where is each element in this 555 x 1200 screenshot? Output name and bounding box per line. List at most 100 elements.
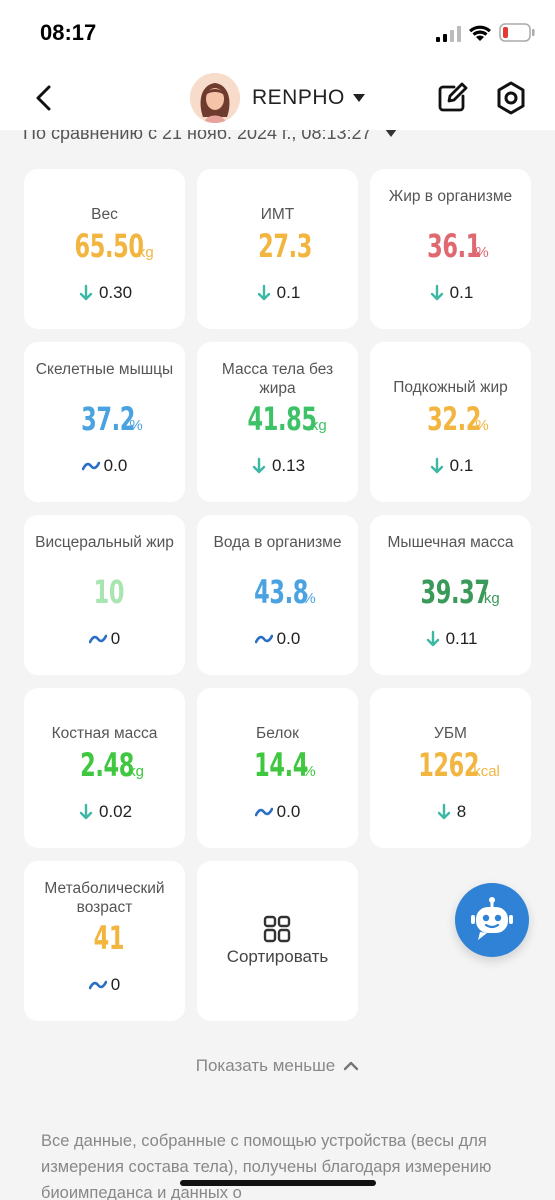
metric-value: 41.85kg bbox=[197, 400, 358, 438]
metric-unit: kg bbox=[483, 590, 500, 607]
disclaimer-text: Все данные, собранные с помощью устройст… bbox=[41, 1132, 492, 1200]
status-time: 08:17 bbox=[40, 20, 97, 45]
cellular-signal-icon bbox=[436, 26, 461, 42]
profile-switcher[interactable]: RENPHO bbox=[190, 72, 365, 124]
assistant-bot-button[interactable] bbox=[455, 883, 529, 957]
show-less-button[interactable]: Показать меньше bbox=[0, 1056, 555, 1076]
metric-value: 37.2% bbox=[24, 400, 185, 438]
metric-card[interactable]: Белок 14.4% 0.0 bbox=[197, 688, 358, 848]
metric-label: Вода в организме bbox=[213, 534, 342, 551]
metric-change-value: 0.02 bbox=[98, 802, 133, 821]
arrow-down-icon bbox=[437, 803, 450, 820]
arrow-down-icon bbox=[430, 284, 443, 301]
metric-unit: kg bbox=[128, 763, 144, 780]
metric-number: 41.85 bbox=[247, 400, 317, 438]
metric-label: Подкожный жир bbox=[393, 379, 508, 396]
show-less-label: Показать меньше bbox=[195, 1056, 336, 1075]
home-indicator bbox=[180, 1180, 376, 1186]
metric-value: 43.8% bbox=[197, 573, 358, 611]
metric-unit: % bbox=[475, 244, 489, 261]
metric-number: 10 bbox=[93, 573, 125, 611]
caret-down-icon bbox=[352, 94, 365, 102]
metric-change-value: 0.13 bbox=[271, 456, 306, 475]
chevron-up-icon bbox=[344, 1061, 359, 1071]
arrow-down-icon bbox=[79, 803, 93, 820]
metric-change: 0.30 bbox=[24, 283, 185, 303]
metric-label: УБМ bbox=[434, 725, 467, 742]
back-button[interactable] bbox=[30, 82, 58, 114]
metric-value: 1262kcal bbox=[370, 746, 531, 784]
metric-label: Метаболический возраст bbox=[44, 880, 165, 916]
metric-change: 0.1 bbox=[197, 283, 358, 303]
metric-value: 32.2% bbox=[370, 400, 531, 438]
metric-card[interactable]: УБМ 1262kcal 8 bbox=[370, 688, 531, 848]
metric-change: 0.13 bbox=[197, 456, 358, 476]
metric-value: 39.37kg bbox=[370, 573, 531, 611]
metric-number: 32.2 bbox=[427, 400, 482, 438]
settings-button[interactable] bbox=[494, 80, 528, 116]
metric-number: 37.2 bbox=[81, 400, 136, 438]
wave-flat-icon bbox=[88, 634, 107, 644]
metric-number: 36.1 bbox=[427, 227, 482, 265]
metric-card[interactable]: Метаболический возраст 41 0 bbox=[24, 861, 185, 1021]
metric-change-value: 0.0 bbox=[103, 456, 128, 475]
metric-card[interactable]: Костная масса 2.48kg 0.02 bbox=[24, 688, 185, 848]
metric-number: 41 bbox=[93, 919, 125, 957]
metric-label: Жир в организме bbox=[388, 188, 513, 205]
metric-card[interactable]: Жир в организме 36.1% 0.1 bbox=[370, 169, 531, 329]
metric-value: 10 bbox=[24, 573, 185, 611]
metric-label: Висцеральный жир bbox=[35, 534, 174, 551]
metric-change-value: 0.1 bbox=[276, 283, 301, 302]
robot-icon bbox=[471, 897, 513, 940]
metric-label: Мышечная масса bbox=[387, 534, 514, 551]
metric-change: 0 bbox=[24, 975, 185, 995]
metric-number: 14.4 bbox=[254, 746, 309, 784]
sort-button[interactable]: Сортировать bbox=[197, 861, 358, 1021]
metric-unit: % bbox=[475, 417, 489, 434]
arrow-down-icon bbox=[430, 457, 443, 474]
status-bar: 08:17 bbox=[0, 0, 555, 66]
metric-card[interactable]: Висцеральный жир 10 0 bbox=[24, 515, 185, 675]
metric-value: 36.1% bbox=[370, 227, 531, 265]
metric-value: 65.50kg bbox=[24, 227, 185, 265]
metric-change-value: 0.30 bbox=[98, 283, 133, 302]
metric-unit: kg bbox=[137, 244, 154, 261]
arrow-down-icon bbox=[252, 457, 266, 474]
metric-label: Костная масса bbox=[51, 725, 158, 742]
metric-change-value: 8 bbox=[456, 802, 467, 821]
battery-low-icon bbox=[499, 23, 535, 42]
metric-change: 0.1 bbox=[370, 283, 531, 303]
metric-change: 0.0 bbox=[197, 629, 358, 649]
edit-button[interactable] bbox=[436, 82, 468, 114]
profile-name: RENPHO bbox=[252, 86, 345, 109]
metric-unit: % bbox=[129, 417, 143, 434]
metric-value: 27.3 bbox=[197, 227, 358, 265]
metric-number: 1262 bbox=[418, 746, 480, 784]
metric-unit: % bbox=[302, 590, 316, 607]
metric-change-value: 0.0 bbox=[276, 629, 301, 648]
metric-unit: % bbox=[302, 763, 316, 780]
metric-card[interactable]: Подкожный жир 32.2% 0.1 bbox=[370, 342, 531, 502]
metric-number: 27.3 bbox=[258, 227, 313, 265]
wave-flat-icon bbox=[88, 980, 107, 990]
metric-value: 2.48kg bbox=[24, 746, 185, 784]
metric-number: 39.37 bbox=[420, 573, 490, 611]
metric-change-value: 0.0 bbox=[276, 802, 301, 821]
metric-card[interactable]: Масса тела без жира 41.85kg 0.13 bbox=[197, 342, 358, 502]
app-header: RENPHO bbox=[0, 66, 555, 130]
metric-card[interactable]: Мышечная масса 39.37kg 0.11 bbox=[370, 515, 531, 675]
metric-card[interactable]: Вода в организме 43.8% 0.0 bbox=[197, 515, 358, 675]
metric-card[interactable]: Вес 65.50kg 0.30 bbox=[24, 169, 185, 329]
wave-flat-icon bbox=[81, 461, 100, 471]
metric-unit: kg bbox=[310, 417, 327, 434]
metric-card[interactable]: ИМТ 27.3 0.1 bbox=[197, 169, 358, 329]
metric-label: Белок bbox=[256, 725, 299, 742]
sort-label: Сортировать bbox=[226, 947, 329, 966]
wifi-icon bbox=[469, 25, 491, 41]
wave-flat-icon bbox=[254, 807, 273, 817]
metric-card[interactable]: Скелетные мышцы 37.2% 0.0 bbox=[24, 342, 185, 502]
metric-label: Скелетные мышцы bbox=[35, 361, 174, 378]
metric-change: 8 bbox=[370, 802, 531, 822]
metric-label: Масса тела без жира bbox=[221, 361, 334, 397]
metric-number: 65.50 bbox=[74, 227, 144, 265]
